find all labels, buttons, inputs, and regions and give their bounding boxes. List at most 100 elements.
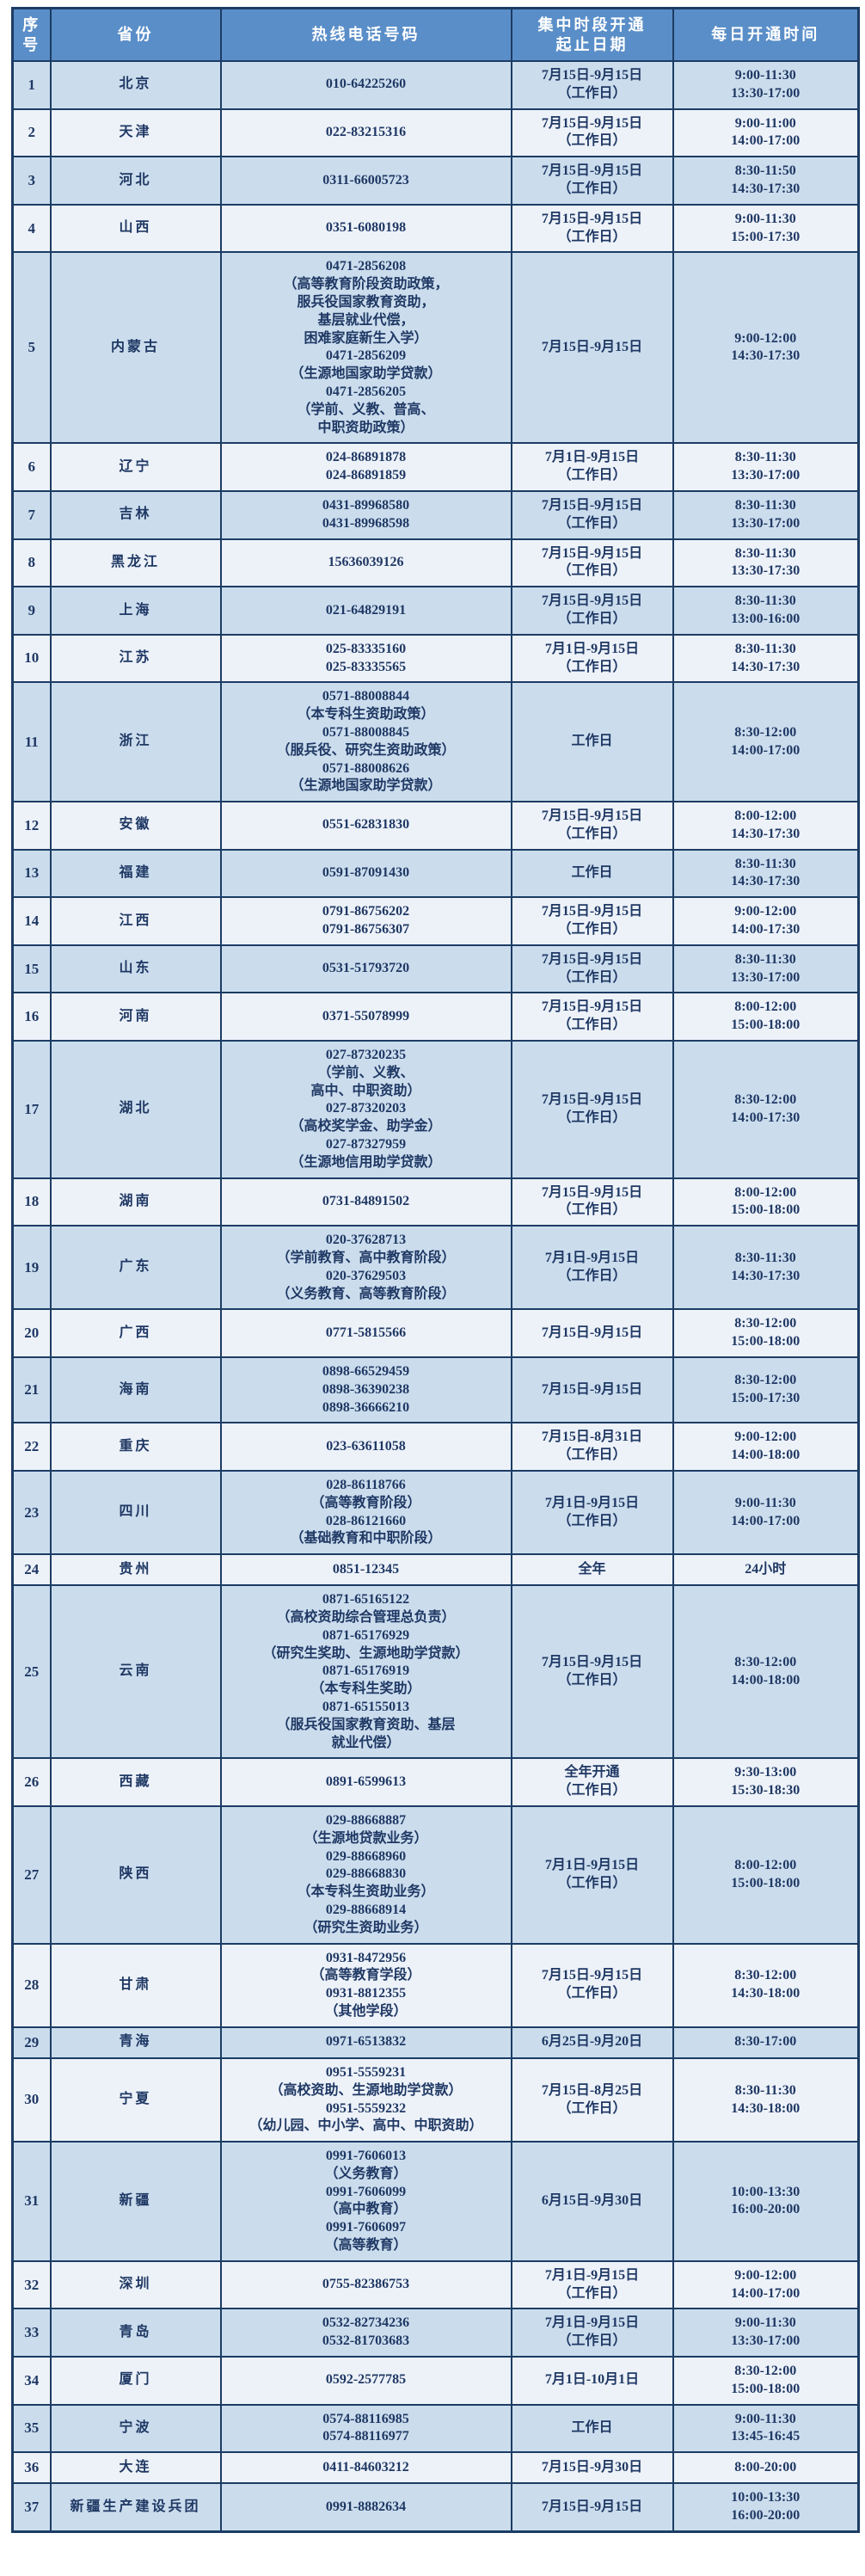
row-time-cell: 8:30-11:30 13:30-17:00 [672,489,860,540]
row-province-cell: 海南 [49,1356,222,1424]
header-cell-times: 每日开通时间 [672,7,860,62]
row-number-cell: 13 [11,848,52,899]
table-row: 15 山东 0531-51793720 7月15日-9月15日 （工作日） 8:… [11,944,860,994]
row-number-cell: 24 [11,1553,52,1587]
row-number-cell: 10 [11,633,52,684]
row-number-cell: 37 [11,2482,52,2533]
row-number-cell: 5 [11,251,52,445]
row-time-cell: 8:30-12:00 14:00-18:00 [672,1584,860,1760]
row-phone-cell: 15636039126 [219,538,512,588]
row-number-cell: 8 [11,538,52,588]
row-province-cell: 新疆 [49,2141,222,2262]
row-number-cell: 20 [11,1308,52,1359]
row-province-cell: 贵州 [49,1553,222,1587]
row-time-cell: 8:30-12:00 15:00-18:00 [672,2356,860,2406]
row-phone-cell: 0891-6599613 [219,1757,512,1808]
row-province-cell: 大连 [49,2451,222,2485]
row-phone-cell: 021-64829191 [219,586,512,636]
row-time-cell: 8:30-11:30 13:30-17:00 [672,944,860,994]
row-time-cell: 9:00-11:30 15:00-17:30 [672,203,860,254]
row-phone-cell: 0898-66529459 0898-36390238 0898-3666621… [219,1356,512,1424]
row-phone-cell: 027-87320235 （学前、义教、 高中、中职资助） 027-873202… [219,1040,512,1179]
row-number-cell: 19 [11,1225,52,1311]
row-phone-cell: 0551-62831830 [219,801,512,851]
table-row: 35 宁波 0574-88116985 0574-88116977 工作日 9:… [11,2403,860,2454]
table-row: 26 西藏 0891-6599613 全年开通 （工作日） 9:30-13:00… [11,1757,860,1808]
row-date-cell: 7月1日-10月1日 [510,2356,674,2406]
table-row: 13 福建 0591-87091430 工作日 8:30-11:30 14:30… [11,848,860,899]
row-date-cell: 7月15日-9月15日 [510,251,674,445]
row-time-cell: 9:00-12:00 14:00-17:00 [672,2259,860,2310]
table-row: 4 山西 0351-6080198 7月15日-9月15日 （工作日） 9:00… [11,203,860,254]
row-date-cell: 7月15日-9月15日 （工作日） [510,1177,674,1227]
row-province-cell: 河南 [49,992,222,1042]
row-time-cell: 8:30-12:00 14:30-18:00 [672,1942,860,2028]
row-date-cell: 7月15日-9月15日 （工作日） [510,489,674,540]
row-phone-cell: 0871-65165122 （高校资助综合管理总负责） 0871-6517692… [219,1584,512,1760]
row-date-cell: 7月1日-9月15日 （工作日） [510,1469,674,1556]
row-number-cell: 34 [11,2356,52,2406]
row-phone-cell: 010-64225260 [219,60,512,110]
row-phone-cell: 0931-8472956 （高等教育学段） 0931-8812355 （其他学段… [219,1942,512,2028]
table-row: 9 上海 021-64829191 7月15日-9月15日 （工作日） 8:30… [11,586,860,636]
row-time-cell: 8:30-12:00 14:00-17:30 [672,1040,860,1179]
row-time-cell: 8:00-12:00 15:00-18:00 [672,1805,860,1945]
row-province-cell: 浙江 [49,681,222,803]
table-row: 5 内蒙古 0471-2856208 （高等教育阶段资助政策， 服兵役国家教育资… [11,251,860,445]
row-phone-cell: 0592-2577785 [219,2356,512,2406]
row-number-cell: 6 [11,442,52,492]
row-province-cell: 云南 [49,1584,222,1760]
table-row: 23 四川 028-86118766 （高等教育阶段） 028-86121660… [11,1469,860,1556]
row-date-cell: 7月15日-8月25日 （工作日） [510,2056,674,2143]
row-province-cell: 江西 [49,896,222,946]
row-time-cell: 9:00-12:00 14:00-17:30 [672,896,860,946]
row-date-cell: 7月15日-9月15日 （工作日） [510,896,674,946]
row-phone-cell: 0571-88008844 （本专科生资助政策） 0571-88008845 （… [219,681,512,803]
row-number-cell: 14 [11,896,52,946]
row-province-cell: 青岛 [49,2308,222,2358]
row-province-cell: 广西 [49,1308,222,1359]
table-row: 14 江西 0791-86756202 0791-86756307 7月15日-… [11,896,860,946]
row-phone-cell: 0991-7606013 （义务教育） 0991-7606099 （高中教育） … [219,2141,512,2262]
row-time-cell: 9:00-11:30 13:30-17:00 [672,60,860,110]
row-province-cell: 辽宁 [49,442,222,492]
row-number-cell: 29 [11,2026,52,2059]
row-phone-cell: 0791-86756202 0791-86756307 [219,896,512,946]
header-cell-phone: 热线电话号码 [219,7,512,62]
row-phone-cell: 020-37628713 （学前教育、高中教育阶段） 020-37629503 … [219,1225,512,1311]
row-phone-cell: 0411-84603212 [219,2451,512,2485]
row-province-cell: 山西 [49,203,222,254]
table-row: 8 黑龙江 15636039126 7月15日-9月15日 （工作日） 8:30… [11,538,860,588]
table-header: 序号 省份 热线电话号码 集中时段开通 起止日期 每日开通时间 [11,7,860,62]
table-row: 24 贵州 0851-12345 全年 24小时 [11,1553,860,1587]
row-number-cell: 35 [11,2403,52,2454]
row-date-cell: 6月25日-9月20日 [510,2026,674,2059]
row-province-cell: 天津 [49,108,222,158]
row-number-cell: 33 [11,2308,52,2358]
row-number-cell: 2 [11,108,52,158]
row-number-cell: 28 [11,1942,52,2028]
student-aid-hotline-table: 序号 省份 热线电话号码 集中时段开通 起止日期 每日开通时间 1 北京 010… [11,7,860,2533]
row-number-cell: 27 [11,1805,52,1945]
row-date-cell: 7月15日-9月15日 （工作日） [510,538,674,588]
row-number-cell: 25 [11,1584,52,1760]
row-time-cell: 9:30-13:00 15:30-18:30 [672,1757,860,1808]
row-date-cell: 全年开通 （工作日） [510,1757,674,1808]
row-time-cell: 8:00-12:00 15:00-18:00 [672,992,860,1042]
table-row: 7 吉林 0431-89968580 0431-89968598 7月15日-9… [11,489,860,540]
row-time-cell: 8:30-11:30 13:30-17:00 [672,442,860,492]
row-date-cell: 7月15日-9月15日 [510,2482,674,2533]
table-row: 18 湖南 0731-84891502 7月15日-9月15日 （工作日） 8:… [11,1177,860,1227]
table-row: 12 安徽 0551-62831830 7月15日-9月15日 （工作日） 8:… [11,801,860,851]
row-time-cell: 9:00-11:30 13:45-16:45 [672,2403,860,2454]
row-time-cell: 10:00-13:30 16:00-20:00 [672,2141,860,2262]
row-time-cell: 8:00-12:00 15:00-18:00 [672,1177,860,1227]
row-province-cell: 山东 [49,944,222,994]
row-province-cell: 吉林 [49,489,222,540]
row-phone-cell: 0771-5815566 [219,1308,512,1359]
row-province-cell: 北京 [49,60,222,110]
row-number-cell: 4 [11,203,52,254]
table-row: 21 海南 0898-66529459 0898-36390238 0898-3… [11,1356,860,1424]
table-row: 16 河南 0371-55078999 7月15日-9月15日 （工作日） 8:… [11,992,860,1042]
row-date-cell: 7月15日-9月15日 （工作日） [510,1584,674,1760]
